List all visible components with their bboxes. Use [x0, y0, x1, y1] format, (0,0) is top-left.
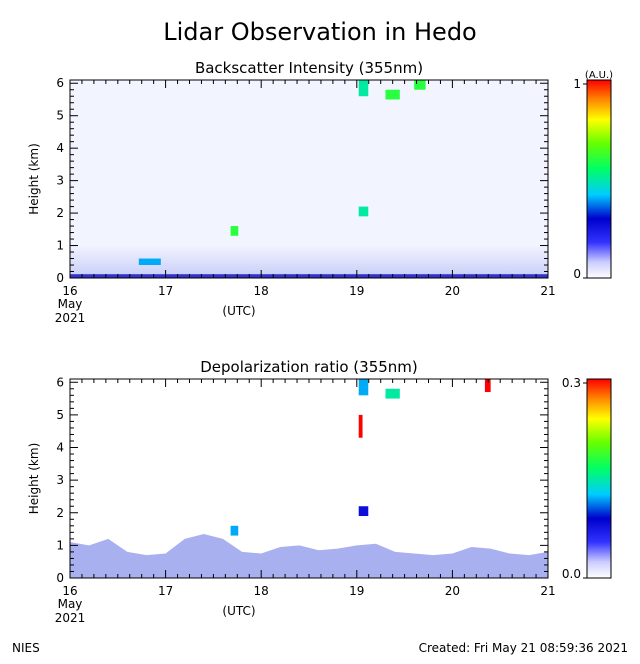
x-tick-label: 16 [62, 284, 77, 298]
colorbar-max-label: 0.3 [562, 376, 581, 390]
y-tick-label: 5 [56, 109, 64, 123]
y-tick-label: 0 [56, 271, 64, 285]
y-tick-label: 5 [56, 408, 64, 422]
plot-background [70, 80, 548, 278]
colorbar [586, 378, 612, 579]
panel-title: Depolarization ratio (355nm) [200, 358, 418, 376]
y-tick-label: 3 [56, 473, 64, 487]
x-tick-label: 19 [349, 584, 364, 598]
x-sub-label-month: May [58, 297, 83, 311]
cloud-mark [230, 226, 239, 236]
depol-mark [358, 379, 369, 396]
x-tick-label: 18 [254, 284, 269, 298]
y-tick-label: 2 [56, 506, 64, 520]
x-tick-label: 21 [540, 584, 555, 598]
y-axis-label: Height (km) [27, 143, 41, 214]
x-tick-label: 16 [62, 584, 77, 598]
depol-mark [358, 414, 363, 438]
depolarization-layer [70, 533, 548, 578]
y-tick-label: 1 [56, 239, 64, 253]
y-tick-label: 3 [56, 174, 64, 188]
x-tick-label: 19 [349, 284, 364, 298]
depol-mark [358, 506, 369, 517]
x-axis-label: (UTC) [222, 604, 255, 618]
x-tick-label: 17 [158, 584, 173, 598]
y-tick-label: 4 [56, 441, 64, 455]
x-tick-label: 17 [158, 284, 173, 298]
x-tick-label: 21 [540, 284, 555, 298]
colorbar-unit: (A.U.) [585, 70, 613, 81]
x-tick-label: 18 [254, 584, 269, 598]
panel-1: Backscatter Intensity (355nm) 0 1 2 3 4 5 6 16 17… [27, 59, 613, 325]
depol-mark [230, 525, 239, 536]
depol-mark [385, 388, 400, 399]
y-tick-label: 6 [56, 375, 64, 389]
cloud-mark [358, 80, 369, 97]
cloud-mark [385, 89, 400, 100]
cloud-mark [138, 258, 161, 266]
x-tick-label: 20 [445, 584, 460, 598]
colorbar-min-label: 0.0 [562, 567, 581, 581]
cloud-mark [414, 80, 426, 90]
colorbar [586, 79, 612, 279]
x-axis-label: (UTC) [222, 304, 255, 318]
y-tick-label: 2 [56, 206, 64, 220]
depol-mark [484, 379, 491, 393]
x-tick-label: 20 [445, 284, 460, 298]
x-sub-label-month: May [58, 597, 83, 611]
colorbar-min-label: 0 [573, 267, 581, 281]
y-tick-label: 6 [56, 76, 64, 90]
y-tick-label: 4 [56, 141, 64, 155]
panel-title: Backscatter Intensity (355nm) [195, 59, 423, 77]
figure-title: Lidar Observation in Hedo [163, 18, 477, 46]
plot-background [70, 379, 548, 578]
x-sub-label-year: 2021 [55, 611, 86, 625]
cloud-mark [358, 206, 369, 217]
footer-right: Created: Fri May 21 08:59:36 2021 [419, 641, 628, 655]
y-tick-label: 1 [56, 538, 64, 552]
y-tick-label: 0 [56, 571, 64, 585]
x-sub-label-year: 2021 [55, 311, 86, 325]
panel-2: Depolarization ratio (355nm) 0 1 2 3 4 5 6 16 17 1… [27, 358, 612, 625]
colorbar-max-label: 1 [573, 77, 581, 91]
y-axis-label: Height (km) [27, 443, 41, 514]
footer-left: NIES [12, 641, 40, 655]
